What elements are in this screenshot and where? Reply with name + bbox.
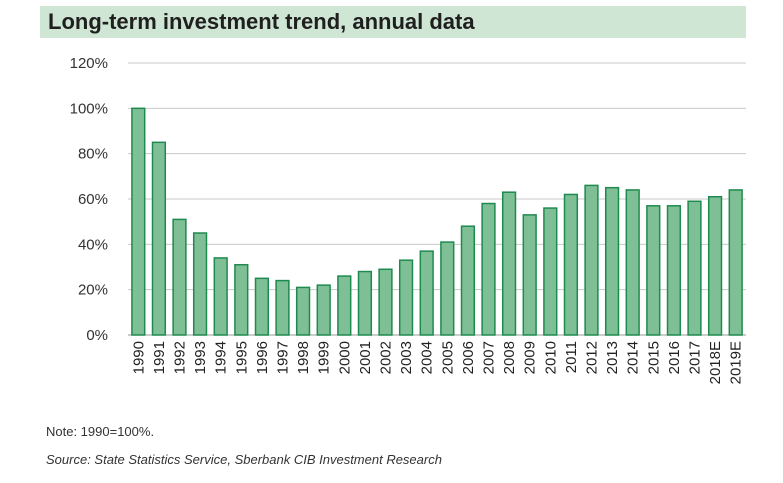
bar-2011 xyxy=(563,193,579,336)
x-tick-label: 2011 xyxy=(563,341,580,373)
title-bar: Long-term investment trend, annual data xyxy=(40,6,746,38)
bar-2005 xyxy=(440,241,455,336)
bar-1990 xyxy=(131,107,146,336)
bar-1992 xyxy=(172,218,187,336)
x-tick-label: 1992 xyxy=(172,341,189,374)
bar-2019E xyxy=(728,189,743,336)
x-tick-label: 2013 xyxy=(604,341,621,374)
y-tick-label: 80% xyxy=(78,146,108,163)
bar-1997 xyxy=(275,279,290,336)
x-tick-label: 1997 xyxy=(275,341,292,374)
x-tick-label: 1996 xyxy=(254,341,271,374)
x-tick-label: 2015 xyxy=(645,341,662,374)
x-tick-label: 2014 xyxy=(625,341,642,374)
x-tick-label: 1999 xyxy=(316,341,333,374)
bar-1999 xyxy=(316,284,331,336)
x-tick-label: 1993 xyxy=(192,341,209,374)
bar-2012 xyxy=(584,184,599,336)
x-tick-label: 2007 xyxy=(481,341,498,374)
x-tick-label: 2006 xyxy=(460,341,477,374)
chart-source: Source: State Statistics Service, Sberba… xyxy=(46,452,442,467)
x-tick-label: 2016 xyxy=(666,341,683,374)
bar-2006 xyxy=(460,225,476,336)
y-tick-label: 0% xyxy=(86,327,108,344)
x-tick-label: 2000 xyxy=(336,341,353,374)
y-tick-label: 120% xyxy=(70,55,108,72)
bar-2015 xyxy=(646,205,661,336)
x-tick-label: 2008 xyxy=(501,341,518,374)
x-tick-label: 1991 xyxy=(151,341,168,374)
y-tick-label: 40% xyxy=(78,236,108,253)
bar-2014 xyxy=(625,189,640,336)
x-tick-label: 1994 xyxy=(213,341,230,374)
x-tick-label: 1998 xyxy=(295,341,312,374)
bar-2016 xyxy=(666,205,682,336)
x-tick-label: 2018E xyxy=(707,341,724,384)
bar-chart: 0%20%40%60%80%100%120%1990 1991 1992 1993 19… xyxy=(70,55,746,384)
x-tick-label: 2017 xyxy=(687,341,704,374)
x-tick-label: 2004 xyxy=(419,341,436,374)
x-tick-label: 2019E xyxy=(728,341,745,384)
bar-1995 xyxy=(234,263,249,336)
bar-2002 xyxy=(378,268,393,336)
bar-1996 xyxy=(254,277,270,336)
y-tick-label: 100% xyxy=(70,100,108,117)
x-tick-label: 2010 xyxy=(542,341,559,374)
x-tick-label: 1990 xyxy=(130,341,147,374)
x-tick-label: 1995 xyxy=(233,341,250,374)
y-tick-label: 20% xyxy=(78,282,108,299)
bar-2008 xyxy=(501,191,517,336)
bar-2017 xyxy=(687,200,702,336)
bar-1993 xyxy=(192,232,208,336)
bar-1998 xyxy=(295,286,311,336)
bar-2004 xyxy=(419,250,434,336)
bar-2018E xyxy=(707,195,723,336)
x-tick-label: 2012 xyxy=(584,341,601,374)
x-tick-label: 2009 xyxy=(522,341,539,374)
x-tick-label: 2001 xyxy=(357,341,374,374)
x-tick-label: 2005 xyxy=(439,341,456,374)
x-tick-label: 2003 xyxy=(398,341,415,374)
bar-2001 xyxy=(357,270,373,336)
bar-2003 xyxy=(398,259,414,336)
bar-1991 xyxy=(151,141,167,336)
bar-2009 xyxy=(522,214,537,336)
chart-note: Note: 1990=100%. xyxy=(46,424,155,439)
bar-2010 xyxy=(543,207,558,336)
bar-2007 xyxy=(481,202,496,336)
bar-2013 xyxy=(604,186,620,336)
x-tick-label: 2002 xyxy=(378,341,395,374)
bar-2000 xyxy=(337,275,352,336)
y-tick-label: 60% xyxy=(78,191,108,208)
chart-title: Long-term investment trend, annual data xyxy=(48,9,475,34)
bar-1994 xyxy=(213,257,228,336)
